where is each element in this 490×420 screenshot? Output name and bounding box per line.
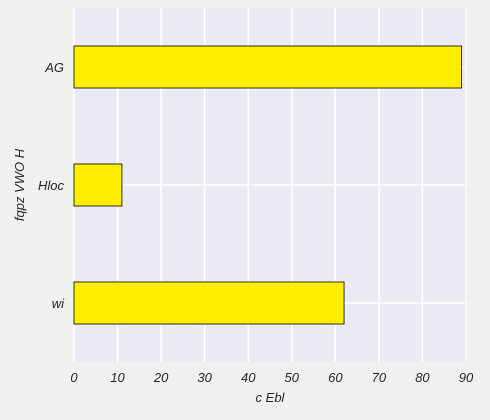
- x-axis-label: c Ebl: [256, 390, 286, 405]
- x-tick-label: 20: [153, 370, 169, 385]
- bar-hloc: [73, 163, 123, 207]
- x-tick-label: 70: [372, 370, 387, 385]
- x-tick-label: 80: [415, 370, 430, 385]
- y-tick-labels: AG Hloc wi: [38, 60, 65, 311]
- bars: [73, 45, 463, 325]
- x-tick-label: 60: [328, 370, 343, 385]
- y-tick-label: wi: [52, 296, 65, 311]
- x-tick-label: 90: [459, 370, 474, 385]
- bar-wi: [73, 281, 345, 325]
- x-tick-label: 50: [285, 370, 300, 385]
- y-tick-label: AG: [44, 60, 64, 75]
- x-tick-labels: 0 10 20 30 40 50 60 70 80 90: [70, 370, 474, 385]
- x-tick-label: 40: [241, 370, 256, 385]
- y-axis-label: fqpz VWO H: [12, 148, 27, 221]
- bar-ag: [73, 45, 463, 89]
- y-tick-label: Hloc: [38, 178, 65, 193]
- x-tick-label: 0: [70, 370, 78, 385]
- x-tick-label: 10: [110, 370, 125, 385]
- x-tick-label: 30: [197, 370, 212, 385]
